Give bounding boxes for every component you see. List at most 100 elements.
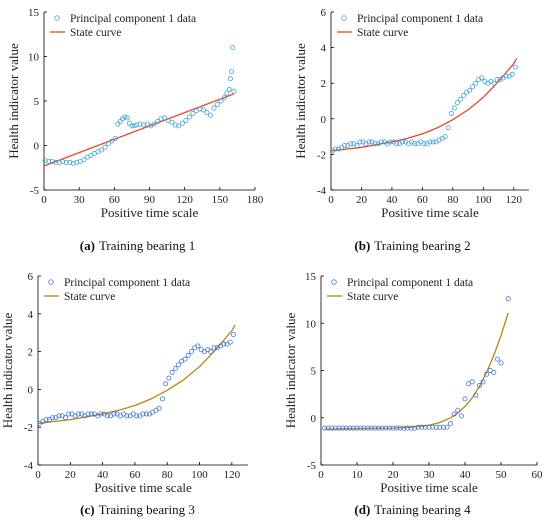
data-point — [387, 139, 393, 145]
data-point — [412, 141, 418, 147]
data-point — [462, 396, 468, 402]
data-point — [404, 425, 410, 431]
data-point — [227, 339, 233, 345]
data-point — [224, 90, 230, 96]
data-point — [461, 93, 466, 99]
data-point — [390, 425, 396, 431]
caption-letter: (d) — [354, 502, 370, 517]
data-point — [401, 425, 407, 431]
data-point — [433, 424, 439, 430]
data-point — [131, 123, 137, 129]
data-point — [503, 73, 509, 79]
data-point — [74, 159, 80, 165]
data-point — [75, 411, 81, 417]
x-tick-label: 100 — [475, 194, 492, 206]
legend-label-points: Principal component 1 data — [64, 277, 190, 289]
x-tick-label: 100 — [191, 469, 208, 481]
data-point — [491, 80, 497, 86]
data-point — [172, 366, 178, 372]
caption-letter: (a) — [80, 238, 95, 253]
data-point — [368, 425, 374, 431]
y-tick-label: 4 — [28, 309, 34, 321]
data-point — [117, 118, 123, 124]
data-point — [43, 417, 49, 423]
x-tick-label: 10 — [352, 469, 364, 481]
data-point — [163, 381, 169, 387]
data-point — [66, 411, 72, 417]
data-point — [197, 106, 203, 112]
x-tick-label: 40 — [97, 469, 109, 481]
data-point — [162, 115, 168, 121]
data-point — [491, 369, 497, 375]
legend-label-curve: State curve — [64, 291, 115, 303]
data-point — [484, 371, 490, 377]
data-point — [454, 100, 460, 106]
data-point — [104, 413, 110, 419]
y-tick-label: 4 — [321, 43, 327, 55]
data-point — [230, 332, 236, 338]
data-point — [231, 88, 237, 94]
data-point — [348, 141, 354, 147]
x-tick-label: 90 — [144, 194, 156, 206]
data-point — [509, 71, 515, 77]
x-tick-label: 20 — [356, 194, 368, 206]
data-point — [49, 159, 55, 164]
data-point — [221, 341, 227, 347]
y-tick-label: -2 — [24, 422, 33, 434]
data-point — [480, 379, 486, 385]
data-point — [365, 425, 371, 431]
data-point — [366, 139, 372, 145]
data-point — [430, 424, 436, 430]
data-point — [383, 425, 389, 431]
data-point — [185, 352, 191, 358]
data-point — [109, 138, 115, 144]
data-point — [470, 84, 476, 90]
x-tick-label: 80 — [162, 469, 174, 481]
data-point — [397, 425, 403, 431]
data-point — [227, 76, 233, 82]
data-point — [207, 112, 213, 118]
data-point — [372, 141, 378, 147]
data-point — [426, 424, 432, 430]
x-tick-label: 0 — [318, 469, 324, 481]
data-point — [512, 64, 518, 70]
x-tick-label: 20 — [388, 469, 400, 481]
data-point — [332, 425, 338, 431]
x-tick-label: 0 — [41, 194, 47, 206]
panel-caption: (c) Training bearing 3 — [80, 502, 195, 517]
y-axis-title: Health indicator value — [293, 43, 308, 159]
data-point — [188, 349, 194, 355]
caption-letter: (c) — [80, 502, 94, 517]
data-point — [430, 139, 436, 145]
x-axis-title: Positive time scale — [94, 480, 192, 495]
data-point — [211, 105, 217, 111]
data-point — [437, 424, 443, 430]
x-tick-label: 30 — [424, 469, 436, 481]
data-point — [357, 139, 363, 145]
legend-label-curve: State curve — [357, 27, 408, 39]
x-tick-label: 60 — [417, 194, 429, 206]
data-point — [176, 123, 182, 129]
data-point — [56, 413, 62, 419]
data-point — [166, 375, 172, 381]
data-point — [448, 420, 454, 426]
state-curve-line — [37, 324, 236, 425]
data-point — [372, 425, 378, 431]
data-point — [211, 345, 217, 351]
data-point — [176, 362, 182, 368]
legend-marker-points — [48, 279, 54, 285]
y-tick-label: 2 — [321, 78, 327, 90]
caption-text: Training bearing 2 — [374, 238, 470, 253]
data-point — [422, 424, 428, 430]
data-point — [182, 356, 188, 362]
legend-label-points: Principal component 1 data — [357, 13, 483, 25]
data-point — [88, 411, 94, 417]
data-point — [448, 110, 454, 116]
data-point — [137, 121, 143, 127]
data-point — [458, 413, 464, 419]
x-tick-label: 0 — [328, 194, 334, 206]
data-point — [115, 121, 121, 127]
state-curve-line — [43, 93, 235, 167]
